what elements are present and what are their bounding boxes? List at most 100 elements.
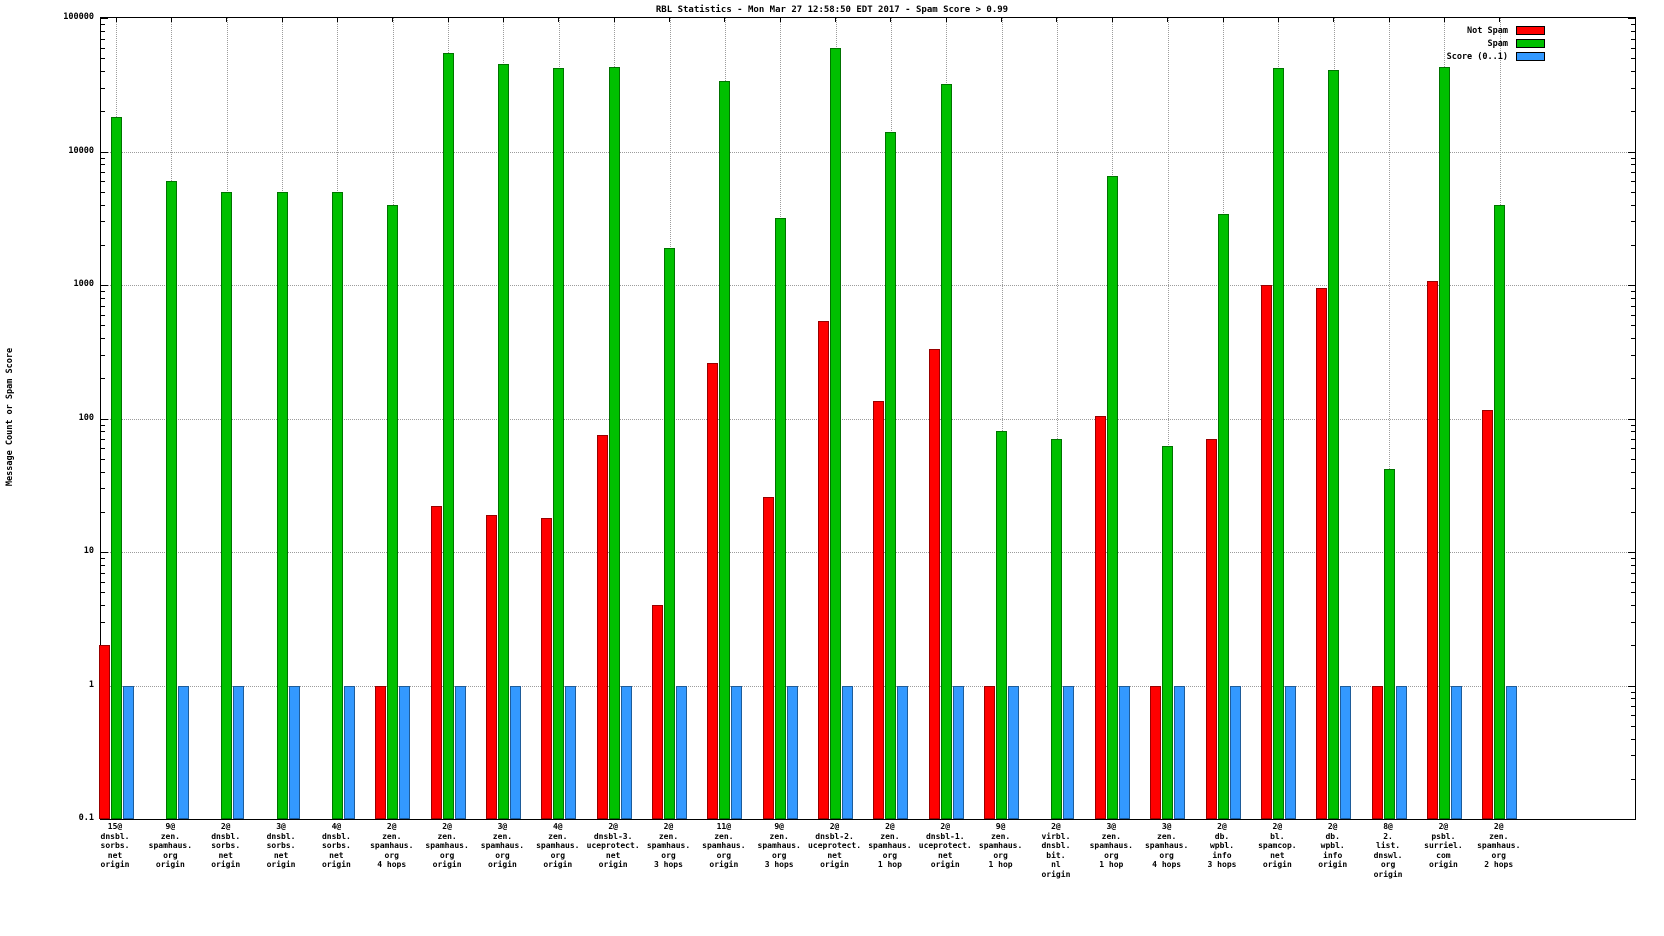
- y-tick-mark: [101, 325, 105, 327]
- y-tick-mark: [1631, 191, 1635, 193]
- x-tick-mark: [1499, 18, 1501, 22]
- y-tick-mark: [101, 164, 105, 166]
- y-tick-mark: [1631, 755, 1635, 757]
- bar-score-0-1: [233, 685, 245, 819]
- y-tick-mark: [1631, 691, 1635, 693]
- y-tick-mark: [1631, 305, 1635, 307]
- h-gridline: [101, 685, 1635, 687]
- y-tick-mark: [1631, 431, 1635, 433]
- bar-score-0-1: [897, 685, 909, 819]
- bar-score-0-1: [177, 685, 189, 819]
- x-tick-mark: [835, 18, 837, 22]
- y-tick-mark: [1631, 181, 1635, 183]
- y-tick-mark: [101, 581, 105, 583]
- chart-title: RBL Statistics - Mon Mar 27 12:58:50 EDT…: [655, 5, 1009, 15]
- x-tick-mark: [281, 18, 283, 22]
- y-tick-mark: [101, 111, 105, 113]
- y-tick-mark: [101, 47, 105, 49]
- bar-score-0-1: [509, 685, 521, 819]
- y-tick-mark: [1631, 297, 1635, 299]
- y-tick-mark: [101, 424, 105, 426]
- bar-score-0-1: [288, 685, 300, 819]
- x-tick-label: 4@ zen. spamhaus. org origin: [536, 822, 580, 869]
- legend-label: Spam: [1487, 38, 1508, 49]
- y-tick-mark: [1631, 738, 1635, 740]
- x-tick-mark: [779, 18, 781, 22]
- x-tick-label: 3@ dnsbl. sorbs. net origin: [266, 822, 296, 869]
- y-tick-mark: [1631, 30, 1635, 32]
- y-tick-label: 100000: [63, 12, 94, 22]
- x-tick-label: 2@ zen. spamhaus. org 4 hops: [370, 822, 414, 869]
- bar-not-spam: [818, 320, 830, 819]
- bar-score-0-1: [343, 685, 355, 819]
- x-tick-label: 9@ zen. spamhaus. org 3 hops: [757, 822, 801, 869]
- bar-not-spam: [1371, 685, 1383, 819]
- y-tick-mark: [101, 291, 105, 293]
- y-tick-mark: [101, 592, 105, 594]
- y-tick-mark: [1631, 378, 1635, 380]
- y-tick-mark: [101, 418, 108, 420]
- bar-score-0-1: [1506, 685, 1518, 819]
- x-tick-mark: [1277, 18, 1279, 22]
- y-tick-mark: [1631, 778, 1635, 780]
- y-tick-mark: [101, 819, 108, 820]
- bar-not-spam: [1150, 685, 1162, 819]
- y-tick-mark: [1628, 685, 1635, 687]
- bar-spam: [442, 52, 454, 819]
- y-tick-label: 100: [78, 412, 94, 423]
- bar-spam: [1383, 468, 1395, 819]
- x-tick-mark: [1388, 18, 1390, 22]
- y-tick-mark: [1631, 572, 1635, 574]
- h-gridline: [101, 418, 1635, 420]
- y-tick-mark: [1631, 58, 1635, 60]
- y-tick-mark: [101, 558, 105, 560]
- x-tick-label: 3@ zen. spamhaus. org 1 hop: [1089, 822, 1133, 869]
- v-gridline: [1389, 18, 1391, 819]
- bar-spam: [553, 68, 565, 819]
- y-tick-label: 10000: [68, 145, 94, 156]
- y-tick-mark: [1631, 715, 1635, 717]
- bar-not-spam: [1482, 410, 1494, 819]
- y-tick-mark: [1631, 24, 1635, 26]
- x-tick-mark: [890, 18, 892, 22]
- y-tick-mark: [1631, 645, 1635, 647]
- x-tick-mark: [1001, 18, 1003, 22]
- y-tick-mark: [101, 87, 105, 89]
- y-tick-mark: [1631, 439, 1635, 441]
- legend-item: Score (0..1): [1447, 50, 1545, 63]
- bar-spam: [608, 66, 620, 819]
- bar-spam: [1217, 214, 1229, 819]
- x-tick-mark: [170, 18, 172, 22]
- y-tick-mark: [101, 30, 105, 32]
- x-tick-label: 11@ zen. spamhaus. org origin: [702, 822, 746, 869]
- bar-spam: [1272, 68, 1284, 819]
- y-tick-mark: [101, 285, 108, 286]
- x-tick-label: 2@ dnsbl. sorbs. net origin: [211, 822, 241, 869]
- y-tick-mark: [1631, 511, 1635, 513]
- bar-spam: [165, 181, 177, 819]
- x-tick-label: 2@ virbl. dnsbl. bit. nl origin: [1041, 822, 1071, 879]
- legend-item: Spam: [1447, 37, 1545, 50]
- y-tick-mark: [1631, 71, 1635, 73]
- y-tick-mark: [1631, 325, 1635, 327]
- y-tick-mark: [1631, 592, 1635, 594]
- h-gridline: [101, 151, 1635, 153]
- y-tick-mark: [101, 439, 105, 441]
- y-tick-mark: [1631, 564, 1635, 566]
- bar-spam: [1106, 176, 1118, 819]
- y-tick-mark: [1631, 87, 1635, 89]
- y-tick-mark: [101, 157, 105, 159]
- y-tick-label: 1000: [73, 279, 94, 289]
- y-tick-mark: [1631, 314, 1635, 316]
- y-tick-mark: [101, 151, 108, 153]
- x-tick-label: 2@ dnsbl-2. uceprotect. net origin: [808, 822, 862, 869]
- y-tick-mark: [1631, 621, 1635, 623]
- bar-score-0-1: [952, 685, 964, 819]
- x-tick-label: 2@ psbl. surriel. com origin: [1424, 822, 1463, 869]
- bar-score-0-1: [1229, 685, 1241, 819]
- y-tick-mark: [101, 244, 105, 246]
- y-tick-mark: [101, 191, 105, 193]
- y-tick-mark: [101, 71, 105, 73]
- bar-spam: [885, 131, 897, 819]
- y-tick-mark: [101, 181, 105, 183]
